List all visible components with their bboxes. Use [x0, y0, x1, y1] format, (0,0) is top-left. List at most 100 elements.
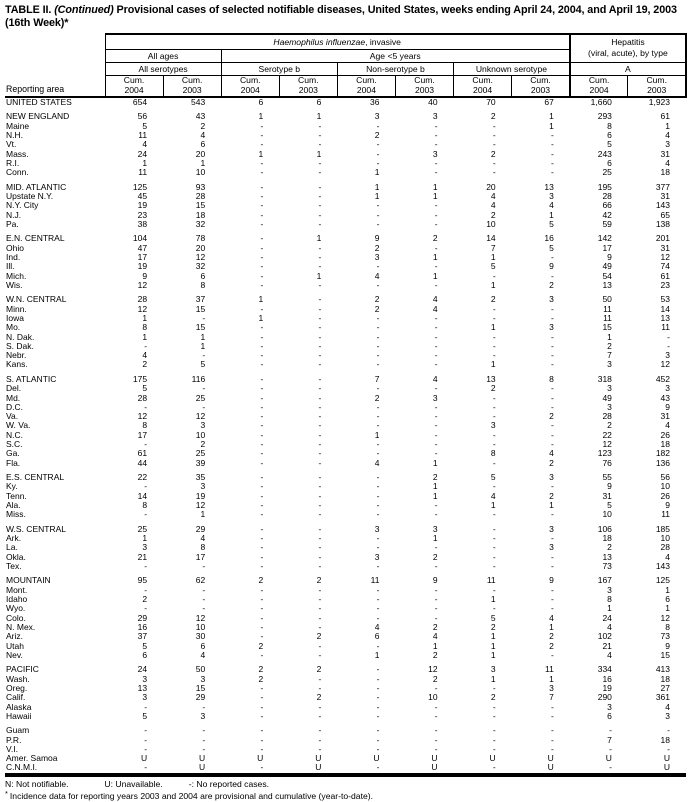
value-cell: 7 [374, 374, 380, 384]
value-cell: 31 [660, 412, 671, 422]
value-cell: - [492, 683, 496, 693]
hepatitis-group-header: Hepatitis (viral, acute), by type [569, 33, 688, 63]
value-cell: - [550, 253, 554, 263]
value-cell: - [492, 304, 496, 314]
hepatitis-label-line1: Hepatitis [611, 37, 645, 48]
value-cell: - [260, 726, 264, 736]
value-cell: - [144, 510, 148, 520]
value-cell: 10 [195, 622, 206, 632]
value-cell: - [318, 641, 322, 651]
value-cell: 102 [597, 632, 612, 642]
value-cell: 543 [191, 97, 206, 107]
value-cell: - [260, 735, 264, 745]
value-cell: 3 [490, 665, 496, 675]
reporting-area-cell: Utah [6, 641, 24, 651]
value-cell: 8 [665, 622, 671, 632]
value-cell: 1 [549, 501, 554, 510]
value-cell: - [550, 744, 554, 754]
table-row: Conn. 11 10 - - 1 - - - 25 18 [5, 168, 686, 177]
value-cell: U [547, 754, 554, 764]
value-cell: 1 [142, 313, 148, 323]
value-cell: 10 [486, 219, 496, 229]
value-cell: 12 [195, 253, 206, 263]
value-cell: - [260, 168, 264, 178]
value-cell: 12 [137, 304, 148, 314]
value-cell: 1 [665, 604, 671, 614]
value-cell: 6 [200, 641, 206, 651]
value-cell: 11 [603, 304, 612, 314]
table-row: Nev. 6 4 - - 1 2 1 - 4 15 [5, 651, 686, 660]
reporting-area-cell: S.C. [6, 440, 23, 450]
value-cell: 2 [490, 384, 496, 394]
value-cell: 28 [137, 295, 148, 305]
value-cell: 1 [316, 149, 322, 159]
value-cell: 49 [602, 262, 612, 272]
value-cell: 15 [195, 201, 206, 211]
value-cell: 2 [432, 552, 438, 562]
value-cell: - [376, 735, 380, 745]
value-cell: 2 [549, 632, 554, 642]
value-cell: 4 [200, 534, 206, 544]
value-cell: - [318, 458, 322, 468]
value-cell: 21 [602, 641, 612, 651]
value-cell: - [318, 393, 322, 403]
table-row: Mich. 9 6 - 1 4 1 - - 54 61 [5, 272, 686, 281]
value-cell: - [434, 604, 438, 614]
value-cell: 3 [549, 473, 554, 483]
value-cell: 3 [142, 693, 148, 703]
value-cell: - [260, 140, 264, 150]
value-cell: U [257, 754, 264, 764]
value-cell: - [492, 744, 496, 754]
value-cell: 16 [602, 674, 612, 684]
value-cell: 1 [432, 458, 438, 468]
value-cell: 15 [195, 683, 206, 693]
value-cell: - [202, 604, 206, 614]
value-cell: 2 [258, 576, 264, 586]
value-cell: - [434, 440, 438, 450]
value-cell: 31 [660, 149, 671, 159]
value-cell: - [260, 693, 264, 703]
value-cell: 28 [137, 393, 148, 403]
value-cell: 6 [142, 650, 148, 660]
value-cell: - [376, 210, 380, 220]
value-cell: 3 [142, 674, 148, 684]
table-row: Md. 28 25 - - 2 3 - - 49 43 [5, 394, 686, 403]
value-cell: 18 [660, 168, 671, 178]
value-cell: - [260, 473, 264, 483]
value-cell: - [260, 543, 264, 553]
value-cell: - [318, 711, 322, 721]
value-cell: 1 [490, 501, 496, 510]
value-cell: - [202, 561, 206, 571]
note-asterisk: * [5, 788, 8, 798]
value-cell: - [260, 683, 264, 693]
value-cell: 8 [142, 501, 148, 510]
value-cell: 2 [607, 543, 612, 553]
value-cell: - [376, 561, 380, 571]
value-cell: 243 [597, 149, 612, 159]
value-cell: 2 [258, 665, 264, 675]
table-row: Minn. 12 15 - - 2 4 - - 11 14 [5, 305, 686, 314]
value-cell: - [318, 430, 322, 440]
value-cell: - [376, 585, 380, 595]
value-cell: - [260, 534, 264, 544]
value-cell: - [318, 182, 322, 192]
value-cell: U [431, 763, 438, 773]
value-cell: 9 [665, 402, 671, 412]
value-cell: 50 [602, 295, 612, 305]
value-cell: 3 [432, 524, 438, 534]
reporting-area-cell: R.I. [6, 158, 20, 168]
table-header: Reporting area Haemophilus influenzae, i… [5, 33, 688, 98]
value-cell: - [550, 552, 554, 562]
value-cell: - [260, 121, 264, 131]
value-cell: 104 [132, 234, 148, 244]
table-row: NEW ENGLAND 56 43 1 1 3 3 2 1 293 61 [5, 112, 686, 121]
value-cell: - [492, 543, 496, 553]
col-header-cum-2004: Cum. 2004 [221, 75, 280, 98]
table-row: N.Y. City 19 15 - - - - 4 4 66 143 [5, 201, 686, 210]
value-cell: - [202, 702, 206, 712]
value-cell: - [550, 726, 554, 736]
value-cell: - [376, 140, 380, 150]
value-cell: 11 [486, 576, 496, 586]
value-cell: - [318, 510, 322, 520]
table-row: Okla. 21 17 - - 3 2 - - 13 4 [5, 553, 686, 562]
